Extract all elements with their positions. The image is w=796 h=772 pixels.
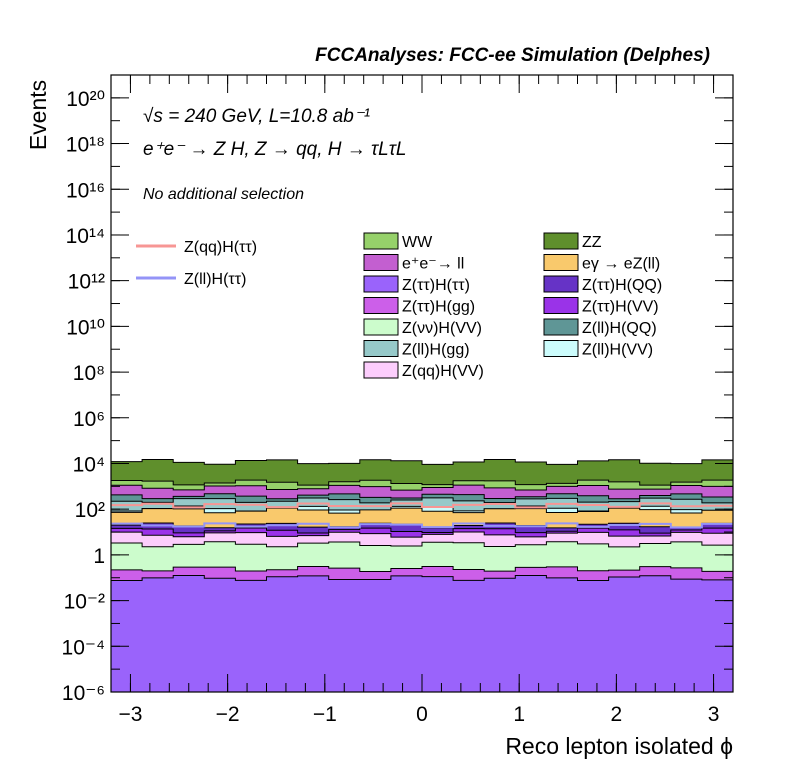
legend-label: WW — [402, 234, 433, 251]
legend-label: e⁺e⁻→ ll — [402, 256, 464, 273]
legend-label: Z(ll)H(gg) — [402, 342, 470, 359]
legend-swatch — [363, 254, 399, 271]
y-tick-label: 1 — [93, 545, 105, 568]
y-tick-label: 10⁶ — [73, 408, 105, 431]
y-axis-label: Events — [25, 80, 51, 150]
legend-swatch — [363, 318, 399, 336]
signal-line — [111, 502, 733, 509]
x-tick-label: −2 — [216, 703, 240, 726]
signal-line — [111, 522, 733, 529]
legend-signal-label: Z(ll)H(ττ) — [184, 271, 246, 288]
y-tick-label: 10¹⁸ — [66, 134, 105, 157]
y-tick-label: 10¹⁴ — [66, 225, 105, 248]
legend-label: ZZ — [582, 234, 602, 251]
x-tick-label: 3 — [708, 703, 720, 726]
legend-swatch — [363, 340, 399, 357]
legend-swatch — [543, 340, 579, 357]
y-tick-label: 10⁴ — [73, 453, 105, 476]
axis-ticks: −3 −2 −1 0 1 2 3 10⁻⁶ 10⁻⁴ 10⁻² 1 10² 10⁴ 10⁶ 10⁸ 10¹⁰ 1… — [62, 75, 734, 726]
legend-swatch — [543, 275, 579, 293]
y-tick-label: 10⁸ — [73, 362, 105, 385]
chart-title: FCCAnalyses: FCC-ee Simulation (Delphes) — [315, 45, 710, 66]
legend: Z(qq)H(ττ) Z(ll)H(ττ) WW ZZ e⁺e⁻→ ll eγ → eZ(… — [136, 232, 662, 380]
x-tick-label: 1 — [513, 703, 525, 726]
legend-swatch — [543, 318, 579, 336]
legend-label: Z(qq)H(VV) — [402, 363, 484, 380]
process-annotation: e⁺e⁻ → Z H, Z → qq, H → τLτL — [143, 139, 406, 160]
x-tick-label: 0 — [416, 703, 428, 726]
legend-label: Z(ττ)H(QQ) — [582, 277, 662, 294]
legend-label: Z(ττ)H(gg) — [402, 299, 475, 316]
signal-lines — [111, 502, 733, 529]
legend-swatch — [363, 297, 399, 314]
y-tick-label: 10¹² — [68, 271, 105, 294]
legend-label: Z(νν)H(VV) — [402, 320, 482, 337]
legend-swatch — [543, 232, 579, 250]
x-tick-label: −3 — [118, 703, 142, 726]
y-tick-label: 10¹⁶ — [66, 179, 105, 202]
legend-label: Z(ll)H(VV) — [582, 342, 653, 359]
legend-swatch — [363, 361, 399, 379]
y-tick-label: 10¹⁰ — [66, 316, 105, 339]
legend-label: eγ → eZ(ll) — [582, 256, 660, 273]
y-tick-label: 10⁻² — [64, 591, 105, 614]
legend-swatch — [543, 254, 579, 271]
energy-annotation: √s = 240 GeV, L=10.8 ab⁻¹ — [143, 106, 370, 127]
y-tick-label: 10²⁰ — [66, 88, 105, 111]
legend-label: Z(ττ)H(VV) — [582, 299, 659, 316]
legend-swatch — [543, 297, 579, 314]
legend-swatch — [363, 275, 399, 293]
stack-layers — [110, 458, 734, 693]
legend-swatch — [363, 232, 399, 250]
x-tick-label: 2 — [611, 703, 623, 726]
stack-layer — [110, 575, 734, 693]
y-tick-label: 10⁻⁶ — [62, 682, 105, 705]
y-tick-label: 10² — [75, 499, 105, 522]
legend-label: Z(ll)H(QQ) — [582, 320, 657, 337]
legend-signal-label: Z(qq)H(ττ) — [184, 239, 257, 256]
x-tick-label: −1 — [313, 703, 337, 726]
x-axis-label: Reco lepton isolated ϕ — [505, 733, 733, 759]
y-tick-label: 10⁻⁴ — [62, 636, 105, 659]
legend-label: Z(ττ)H(ττ) — [402, 277, 470, 294]
selection-annotation: No additional selection — [143, 186, 304, 203]
